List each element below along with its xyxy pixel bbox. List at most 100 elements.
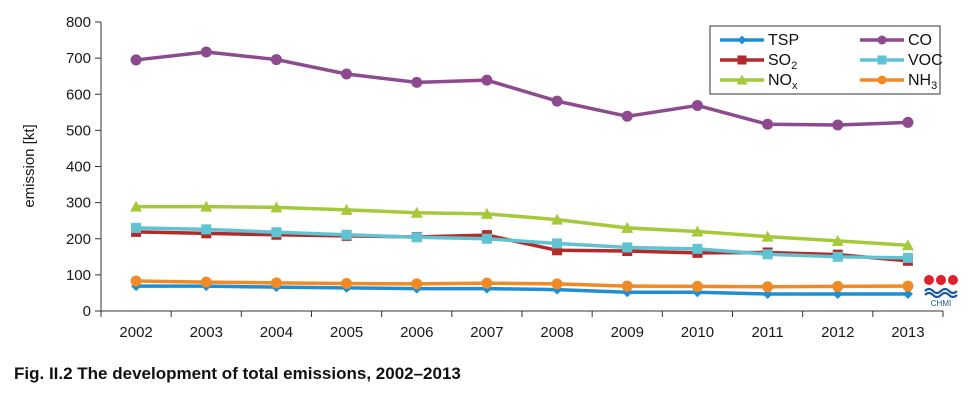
series-line-tsp (136, 284, 908, 296)
x-tick-label: 2003 (190, 324, 223, 341)
data-point-nh3 (481, 277, 493, 289)
y-tick-label: 100 (66, 267, 91, 284)
data-point-co (832, 119, 844, 131)
data-point-co (130, 54, 142, 66)
data-point-voc (692, 243, 703, 254)
data-point-voc (271, 227, 282, 238)
legend-item-voc: VOC (860, 52, 943, 69)
legend-label-subscript: 3 (931, 80, 937, 92)
data-point-nh3 (551, 278, 563, 290)
data-point-co (621, 110, 633, 122)
data-point-voc (411, 232, 422, 243)
series-line-co (135, 50, 908, 127)
legend-marker-nh3 (877, 75, 887, 85)
series-nox (130, 200, 914, 251)
data-point-co (691, 99, 703, 111)
data-point-nox (901, 239, 914, 251)
legend-label-so2: SO2 (768, 52, 797, 72)
series-nh3 (130, 275, 914, 293)
legend-marker-nox (736, 74, 748, 85)
data-point-so2 (552, 245, 563, 256)
emissions-line-chart: emission [kt] 0 100 200 300 400 500 600 700 800 2… (21, 14, 944, 341)
x-tick-label: 2012 (821, 324, 854, 341)
data-point-nh3 (130, 275, 142, 287)
data-point-nh3 (621, 280, 633, 292)
legend-label-subscript: 2 (791, 60, 797, 72)
data-point-co (200, 46, 212, 58)
x-tick-label: 2005 (330, 324, 363, 341)
data-point-nh3 (341, 278, 353, 290)
legend-item-nh3: NH3 (860, 72, 937, 92)
x-tick-label: 2010 (681, 324, 714, 341)
y-tick-label: 800 (66, 14, 91, 31)
data-point-nh3 (902, 280, 914, 292)
data-point-co (411, 76, 423, 88)
data-point-nh3 (270, 277, 282, 289)
data-point-nox (480, 207, 493, 219)
legend-label-tsp: TSP (768, 32, 799, 49)
y-tick-label: 400 (66, 159, 91, 176)
x-tick-label: 2004 (260, 324, 293, 341)
y-tick-label: 300 (66, 195, 91, 212)
data-point-nox (761, 230, 774, 242)
y-axis-label: emission [kt] (21, 124, 38, 207)
legend-label-subscript: x (792, 80, 798, 92)
chmi-logo-icon: CHMI (924, 275, 958, 308)
data-point-nh3 (411, 278, 423, 290)
legend-marker-so2 (737, 55, 747, 65)
y-tick-label: 500 (66, 122, 91, 139)
legend-label-nh3: NH3 (908, 72, 937, 92)
series-line-nox (136, 204, 909, 247)
data-point-voc (902, 252, 913, 263)
data-point-nh3 (200, 276, 212, 288)
data-point-tsp (902, 289, 913, 300)
data-point-nox (410, 206, 423, 218)
series-line-voc (136, 226, 908, 260)
series-co (130, 46, 914, 131)
legend-item-so2: SO2 (720, 52, 797, 72)
series-line-nh3 (136, 279, 908, 289)
y-tick-label: 0 (83, 303, 91, 320)
data-point-nh3 (762, 281, 774, 293)
data-point-tsp (832, 289, 843, 300)
x-tick-label: 2002 (119, 324, 152, 341)
y-tick-label: 700 (66, 50, 91, 67)
data-point-voc (832, 251, 843, 262)
data-point-nox (551, 213, 564, 225)
x-tick-label: 2013 (891, 324, 924, 341)
legend-marker-co (877, 35, 887, 45)
series-layer (130, 46, 914, 300)
y-tick-label: 200 (66, 231, 91, 248)
legend-item-tsp: TSP (720, 32, 799, 49)
x-tick-label: 2007 (470, 324, 503, 341)
data-point-co (902, 116, 914, 128)
data-point-co (551, 95, 563, 107)
axes: 0 100 200 300 400 500 600 700 800 2002 2003 2004 200… (66, 14, 944, 341)
data-point-voc (622, 242, 633, 253)
data-point-nox (270, 201, 283, 213)
data-point-nh3 (691, 280, 703, 292)
y-axis-label-group: emission [kt] (21, 124, 38, 207)
legend-label-co: CO (908, 32, 932, 49)
data-point-voc (201, 224, 212, 235)
legend-marker-tsp (737, 35, 747, 45)
data-point-nox (831, 234, 844, 246)
legend: TSP CO SO2 VOC NOx NH3 (709, 25, 943, 95)
legend-item-co: CO (860, 32, 932, 49)
legend-label-voc: VOC (908, 52, 943, 69)
data-point-voc (552, 238, 563, 249)
data-point-nox (340, 203, 353, 215)
data-point-voc (762, 249, 773, 260)
data-point-co (762, 118, 774, 130)
x-tick-label: 2009 (611, 324, 644, 341)
data-point-co (481, 74, 493, 86)
legend-item-nox: NOx (720, 72, 798, 92)
series-voc (131, 222, 913, 263)
data-point-nox (130, 200, 143, 212)
legend-label-nox: NOx (768, 72, 798, 92)
data-point-nox (200, 200, 213, 212)
logo-text: CHMI (931, 299, 951, 308)
data-point-voc (481, 233, 492, 244)
data-point-co (341, 68, 353, 80)
data-point-voc (131, 222, 142, 233)
